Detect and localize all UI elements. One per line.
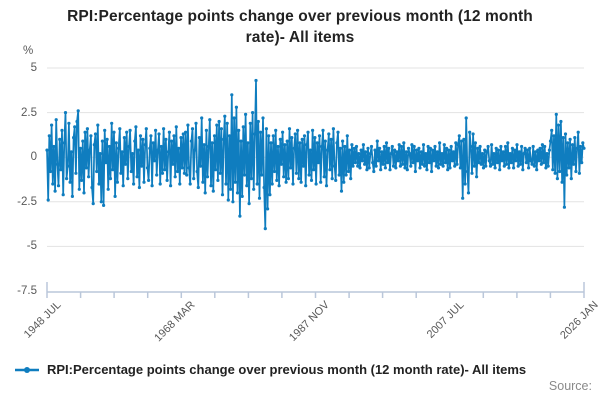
chart-title: RPI:Percentage points change over previo… [67,8,533,47]
x-tick-label: 2007 JUL [424,299,467,341]
y-tick-label: 0 [30,151,37,164]
y-tick-label: 2.5 [21,106,37,119]
x-tick-label: 1948 JUL [21,299,64,341]
legend-item[interactable]: RPI:Percentage points change over previo… [14,362,526,377]
y-axis-unit-label: % [23,45,34,57]
y-tick-label: -2.5 [17,195,37,208]
source-label: Source: [548,379,592,393]
x-tick-label: 1987 NOV [287,299,332,344]
y-tick-label: -7.5 [17,285,37,297]
plot-area [45,67,586,298]
legend-label: RPI:Percentage points change over previo… [47,362,527,377]
x-tick-label: 2026 JAN [557,299,600,342]
y-axis-labels: 5 2.5 0 -2.5 -5 -7.5 [0,0,40,320]
legend-series-marker-icon [15,366,39,373]
x-axis-labels: 1948 JUL 1968 MAR 1987 NOV 2007 JUL 2026 JAN [21,299,600,345]
x-tick-label: 1968 MAR [152,299,198,345]
y-tick-label: 5 [30,62,37,74]
y-tick-label: -5 [26,240,37,253]
